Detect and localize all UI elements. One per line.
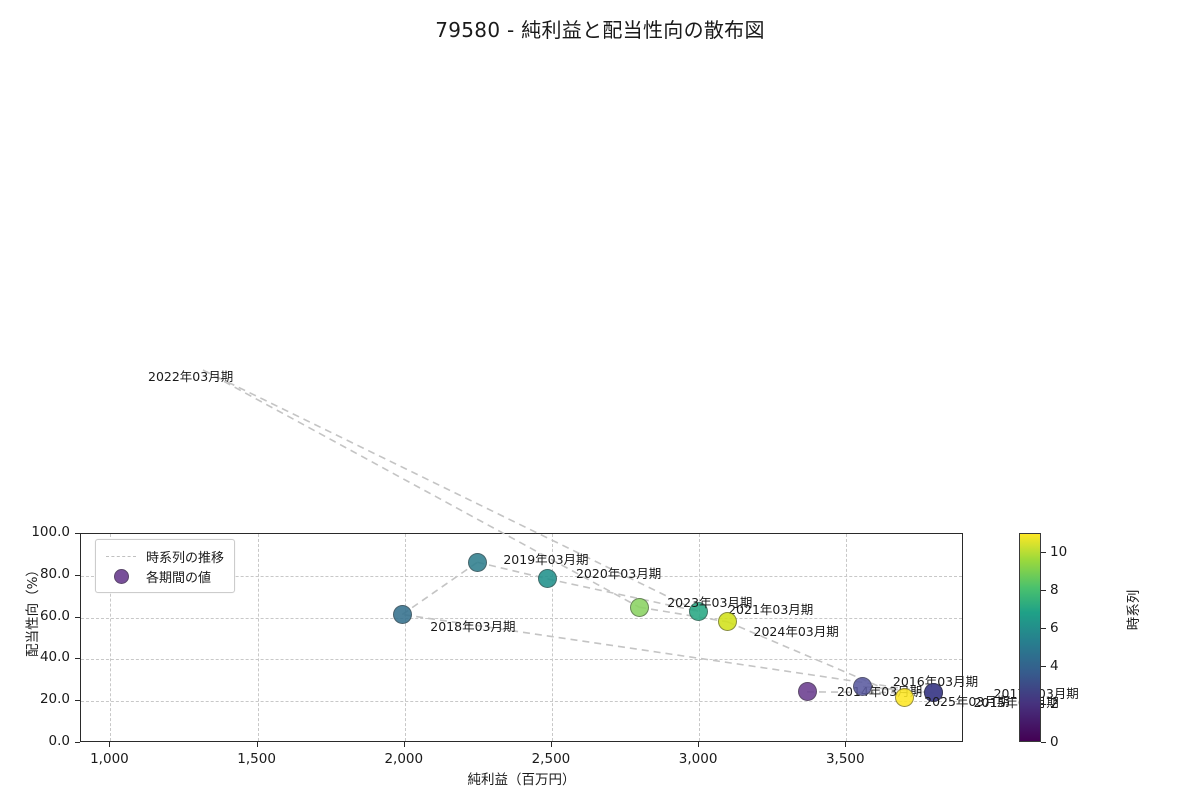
x-tick-label: 1,500: [237, 751, 276, 767]
data-point[interactable]: [467, 552, 487, 572]
gridline-vertical: [846, 534, 848, 741]
data-point[interactable]: [538, 569, 558, 589]
data-point[interactable]: [894, 687, 914, 707]
y-tick-mark: [75, 742, 80, 743]
gridline-horizontal: [81, 659, 962, 661]
x-axis-title: 純利益（百万円）: [467, 772, 576, 788]
gridline-vertical: [110, 534, 112, 741]
x-tick-label: 2,000: [384, 751, 424, 767]
x-tick-mark: [109, 742, 111, 747]
y-tick-mark: [75, 616, 80, 618]
data-point[interactable]: [718, 612, 738, 632]
colorbar-tick-mark: [1041, 704, 1046, 705]
page-title: 79580 - 純利益と配当性向の散布図: [435, 18, 765, 42]
y-tick-label: 0.0: [48, 733, 70, 749]
data-point[interactable]: [853, 677, 873, 697]
data-point[interactable]: [688, 601, 708, 621]
legend: 時系列の推移 各期間の値: [95, 539, 236, 593]
colorbar-tick-label: 8: [1050, 582, 1059, 598]
y-tick-label: 20.0: [39, 691, 70, 708]
data-point[interactable]: [797, 682, 817, 702]
gridline-vertical: [257, 534, 259, 741]
colorbar-tick-mark: [1041, 552, 1046, 553]
x-tick-mark: [550, 742, 552, 747]
x-tick-mark: [403, 742, 405, 747]
x-tick-mark: [698, 742, 700, 747]
data-point-label: 2022年03月期: [148, 369, 234, 384]
legend-label-trend: 時系列の推移: [146, 550, 225, 566]
x-tick-mark: [845, 742, 847, 747]
dashed-line-icon: [104, 555, 138, 557]
legend-label-values: 各期間の値: [146, 570, 212, 586]
colorbar-tick-label: 2: [1050, 696, 1059, 712]
colorbar-tick-label: 10: [1050, 544, 1068, 560]
y-tick-mark: [75, 658, 80, 660]
x-tick-label: 3,000: [678, 751, 718, 767]
colorbar-title: 時系列: [1126, 589, 1142, 631]
data-point-label: 2015年03月期: [973, 694, 1059, 710]
gridline-vertical: [404, 534, 406, 741]
data-point[interactable]: [392, 605, 412, 624]
y-tick-label: 80.0: [39, 565, 70, 582]
y-tick-mark: [75, 700, 80, 702]
colorbar-tick-mark: [1041, 628, 1046, 629]
y-tick-label: 40.0: [39, 649, 70, 666]
y-tick-mark: [75, 574, 80, 576]
colorbar-tick-mark: [1041, 666, 1046, 667]
x-tick-label: 1,000: [90, 751, 129, 767]
y-tick-mark: [75, 533, 80, 534]
gridline-horizontal: [81, 701, 962, 703]
data-point[interactable]: [629, 597, 649, 617]
legend-item-trend: 時系列の推移: [104, 546, 224, 566]
colorbar-tick-label: 6: [1050, 620, 1059, 636]
colorbar-gradient: [1019, 533, 1041, 742]
gridline-vertical: [551, 534, 553, 741]
y-axis-title: 配当性向（%）: [25, 563, 41, 657]
legend-item-values: 各期間の値: [104, 566, 224, 586]
data-point[interactable]: [924, 683, 944, 703]
colorbar-tick-label: 4: [1050, 658, 1059, 674]
colorbar-tick-mark: [1041, 590, 1046, 591]
colorbar-tick-mark: [1041, 742, 1046, 743]
marker-dot-icon: [104, 568, 138, 584]
gridline-vertical: [699, 534, 701, 741]
x-tick-label: 3,500: [825, 751, 865, 767]
gridline-horizontal: [81, 617, 962, 619]
y-tick-label: 60.0: [39, 607, 70, 624]
x-tick-mark: [256, 742, 258, 747]
x-tick-label: 2,500: [531, 751, 571, 767]
colorbar: 0 2 4 6 8 10: [1019, 533, 1067, 750]
colorbar-tick-label: 0: [1050, 734, 1059, 750]
y-tick-label: 100.0: [31, 524, 70, 540]
